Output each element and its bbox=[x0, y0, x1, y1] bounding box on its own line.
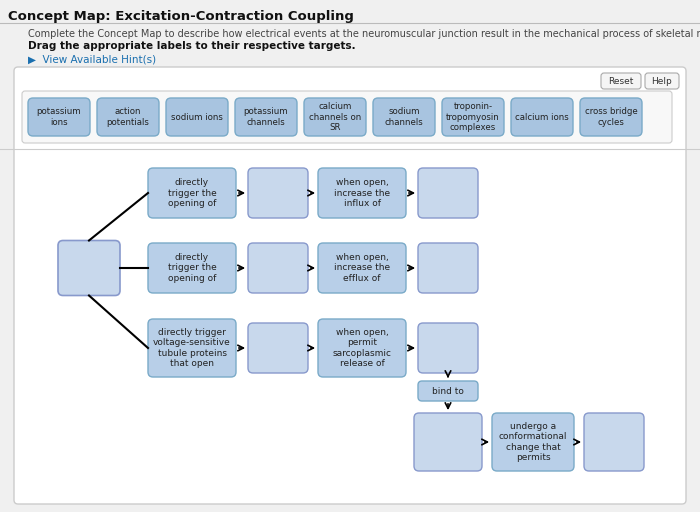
Text: sodium
channels: sodium channels bbox=[384, 108, 424, 126]
FancyBboxPatch shape bbox=[442, 98, 504, 136]
Text: undergo a
conformational
change that
permits: undergo a conformational change that per… bbox=[498, 422, 567, 462]
FancyBboxPatch shape bbox=[580, 98, 642, 136]
FancyBboxPatch shape bbox=[304, 98, 366, 136]
FancyBboxPatch shape bbox=[148, 319, 236, 377]
Text: cross bridge
cycles: cross bridge cycles bbox=[584, 108, 638, 126]
Text: ▶  View Available Hint(s): ▶ View Available Hint(s) bbox=[28, 54, 156, 64]
Text: when open,
permit
sarcoplasmic
release of: when open, permit sarcoplasmic release o… bbox=[332, 328, 391, 368]
FancyBboxPatch shape bbox=[248, 323, 308, 373]
Text: directly
trigger the
opening of: directly trigger the opening of bbox=[167, 178, 216, 208]
FancyBboxPatch shape bbox=[373, 98, 435, 136]
FancyBboxPatch shape bbox=[148, 243, 236, 293]
FancyBboxPatch shape bbox=[248, 168, 308, 218]
FancyBboxPatch shape bbox=[166, 98, 228, 136]
Text: potassium
channels: potassium channels bbox=[244, 108, 288, 126]
FancyBboxPatch shape bbox=[418, 381, 478, 401]
FancyBboxPatch shape bbox=[22, 91, 672, 143]
FancyBboxPatch shape bbox=[511, 98, 573, 136]
Text: Help: Help bbox=[652, 76, 673, 86]
Text: Complete the Concept Map to describe how electrical events at the neuromuscular : Complete the Concept Map to describe how… bbox=[28, 29, 700, 39]
Text: Concept Map: Excitation-Contraction Coupling: Concept Map: Excitation-Contraction Coup… bbox=[8, 10, 354, 23]
Text: when open,
increase the
efflux of: when open, increase the efflux of bbox=[334, 253, 390, 283]
FancyBboxPatch shape bbox=[235, 98, 297, 136]
FancyBboxPatch shape bbox=[645, 73, 679, 89]
FancyBboxPatch shape bbox=[492, 413, 574, 471]
FancyBboxPatch shape bbox=[584, 413, 644, 471]
Text: directly
trigger the
opening of: directly trigger the opening of bbox=[167, 253, 216, 283]
FancyBboxPatch shape bbox=[318, 319, 406, 377]
Text: Reset: Reset bbox=[608, 76, 634, 86]
FancyBboxPatch shape bbox=[418, 243, 478, 293]
Text: calcium
channels on
SR: calcium channels on SR bbox=[309, 102, 361, 132]
Text: calcium ions: calcium ions bbox=[515, 113, 569, 121]
FancyBboxPatch shape bbox=[318, 243, 406, 293]
FancyBboxPatch shape bbox=[248, 243, 308, 293]
FancyBboxPatch shape bbox=[414, 413, 482, 471]
FancyBboxPatch shape bbox=[28, 98, 90, 136]
Text: Drag the appropriate labels to their respective targets.: Drag the appropriate labels to their res… bbox=[28, 41, 356, 51]
Text: when open,
increase the
influx of: when open, increase the influx of bbox=[334, 178, 390, 208]
FancyBboxPatch shape bbox=[601, 73, 641, 89]
Text: directly trigger
voltage-sensitive
tubule proteins
that open: directly trigger voltage-sensitive tubul… bbox=[153, 328, 231, 368]
Text: sodium ions: sodium ions bbox=[171, 113, 223, 121]
FancyBboxPatch shape bbox=[97, 98, 159, 136]
Text: potassium
ions: potassium ions bbox=[36, 108, 81, 126]
FancyBboxPatch shape bbox=[14, 67, 686, 504]
Text: action
potentials: action potentials bbox=[106, 108, 149, 126]
FancyBboxPatch shape bbox=[58, 241, 120, 295]
FancyBboxPatch shape bbox=[318, 168, 406, 218]
FancyBboxPatch shape bbox=[418, 168, 478, 218]
FancyBboxPatch shape bbox=[418, 323, 478, 373]
Text: troponin-
tropomyosin
complexes: troponin- tropomyosin complexes bbox=[446, 102, 500, 132]
Text: bind to: bind to bbox=[432, 387, 464, 395]
FancyBboxPatch shape bbox=[148, 168, 236, 218]
